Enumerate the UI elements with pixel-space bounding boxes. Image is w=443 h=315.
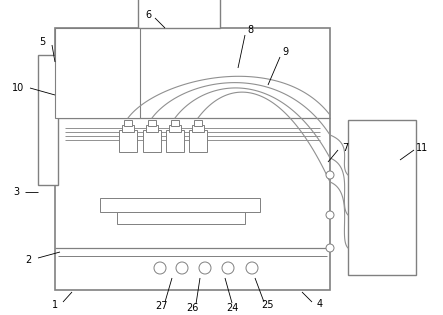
- Bar: [192, 125, 204, 132]
- Circle shape: [176, 262, 188, 274]
- Bar: [100, 198, 260, 212]
- Bar: [348, 120, 416, 275]
- Bar: [38, 55, 58, 185]
- Circle shape: [154, 262, 166, 274]
- Bar: [55, 28, 330, 290]
- Bar: [138, 0, 220, 28]
- Circle shape: [326, 244, 334, 252]
- Circle shape: [326, 211, 334, 219]
- Bar: [124, 120, 132, 126]
- Text: 2: 2: [25, 255, 31, 265]
- Text: 5: 5: [39, 37, 45, 47]
- Text: 24: 24: [226, 303, 238, 313]
- Text: 26: 26: [186, 303, 198, 313]
- Text: 9: 9: [282, 47, 288, 57]
- Text: 25: 25: [262, 300, 274, 310]
- Text: 3: 3: [13, 187, 19, 197]
- Bar: [119, 130, 137, 152]
- Text: 11: 11: [416, 143, 428, 153]
- Text: 10: 10: [12, 83, 24, 93]
- Bar: [55, 28, 140, 118]
- Circle shape: [246, 262, 258, 274]
- Bar: [117, 212, 245, 224]
- Text: 4: 4: [317, 299, 323, 309]
- Bar: [146, 125, 158, 132]
- Bar: [122, 125, 134, 132]
- Text: 1: 1: [52, 300, 58, 310]
- Bar: [143, 130, 161, 152]
- Bar: [148, 120, 156, 126]
- Circle shape: [222, 262, 234, 274]
- Text: 8: 8: [247, 25, 253, 35]
- Bar: [189, 130, 207, 152]
- Bar: [166, 130, 184, 152]
- Text: 6: 6: [145, 10, 151, 20]
- Bar: [171, 120, 179, 126]
- Circle shape: [326, 171, 334, 179]
- Circle shape: [199, 262, 211, 274]
- Text: 7: 7: [342, 143, 348, 153]
- Text: 27: 27: [156, 301, 168, 311]
- Bar: [194, 120, 202, 126]
- Bar: [169, 125, 181, 132]
